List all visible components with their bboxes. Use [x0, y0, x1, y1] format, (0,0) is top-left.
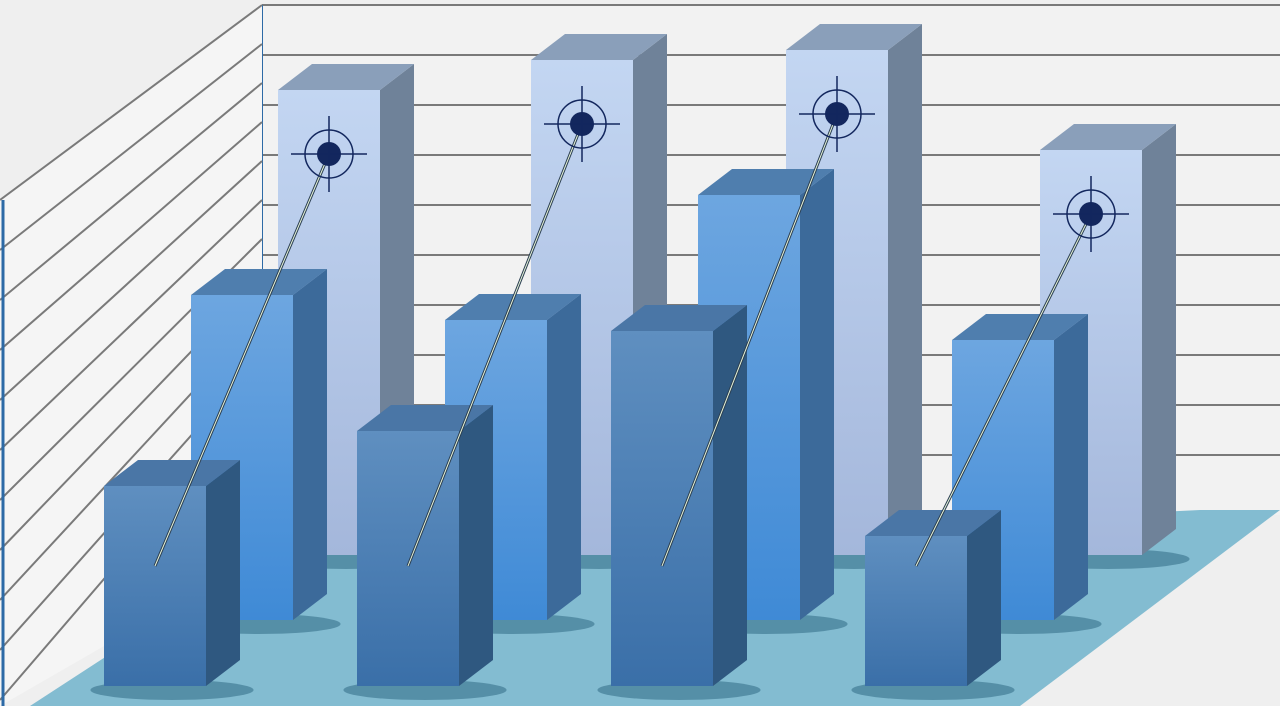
bar-front: [611, 331, 713, 686]
connector-line: [915, 213, 1092, 567]
bar-top: [611, 305, 747, 331]
bar-side: [459, 405, 493, 686]
bar-top: [445, 294, 581, 320]
bar-top: [865, 510, 1001, 536]
bar-top: [531, 34, 667, 60]
target-icon: [799, 76, 875, 152]
gridline: [0, 82, 263, 301]
gridline: [0, 121, 263, 351]
bar-top: [952, 314, 1088, 340]
connector-line: [154, 153, 330, 567]
bar-front: [357, 431, 459, 686]
connector-line: [661, 113, 838, 567]
bar-top: [1040, 124, 1176, 150]
bar-side: [888, 24, 922, 555]
bar-side: [1142, 124, 1176, 555]
bar-top: [698, 169, 834, 195]
bar: [597, 305, 761, 700]
bar-side: [713, 305, 747, 686]
bar-side: [206, 460, 240, 686]
target-icon: [544, 86, 620, 162]
bar-side: [547, 294, 581, 620]
bar-top: [786, 24, 922, 50]
bar-top: [357, 405, 493, 431]
bar-top: [278, 64, 414, 90]
bars: [90, 24, 1190, 700]
gridline: [0, 199, 263, 451]
markers: [153, 76, 1129, 567]
gridline: [0, 160, 263, 401]
target-icon: [1053, 176, 1129, 252]
bar: [90, 460, 254, 700]
bar-front: [104, 486, 206, 686]
bar: [177, 269, 341, 634]
connector-line: [407, 123, 583, 567]
bar: [938, 314, 1102, 634]
bar: [851, 510, 1015, 700]
gridline: [0, 4, 263, 201]
bar-top: [191, 269, 327, 295]
bar: [343, 405, 507, 700]
bar-side: [293, 269, 327, 620]
bar-side: [800, 169, 834, 620]
target-icon: [291, 116, 367, 192]
bar-front: [865, 536, 967, 686]
bar-top: [104, 460, 240, 486]
bar-side: [1054, 314, 1088, 620]
gridline: [0, 43, 263, 251]
bar-side: [967, 510, 1001, 686]
